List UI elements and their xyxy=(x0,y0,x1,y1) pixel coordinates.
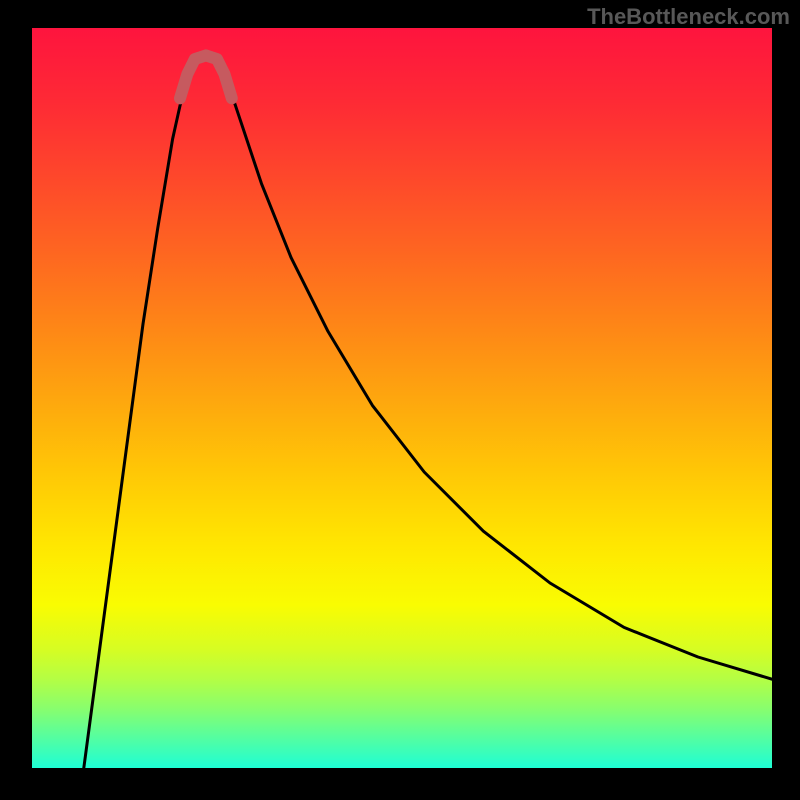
gradient-background xyxy=(32,28,772,768)
plot-area xyxy=(32,28,772,768)
chart-container: TheBottleneck.com xyxy=(0,0,800,800)
watermark-text: TheBottleneck.com xyxy=(587,4,790,30)
chart-svg xyxy=(32,28,772,768)
